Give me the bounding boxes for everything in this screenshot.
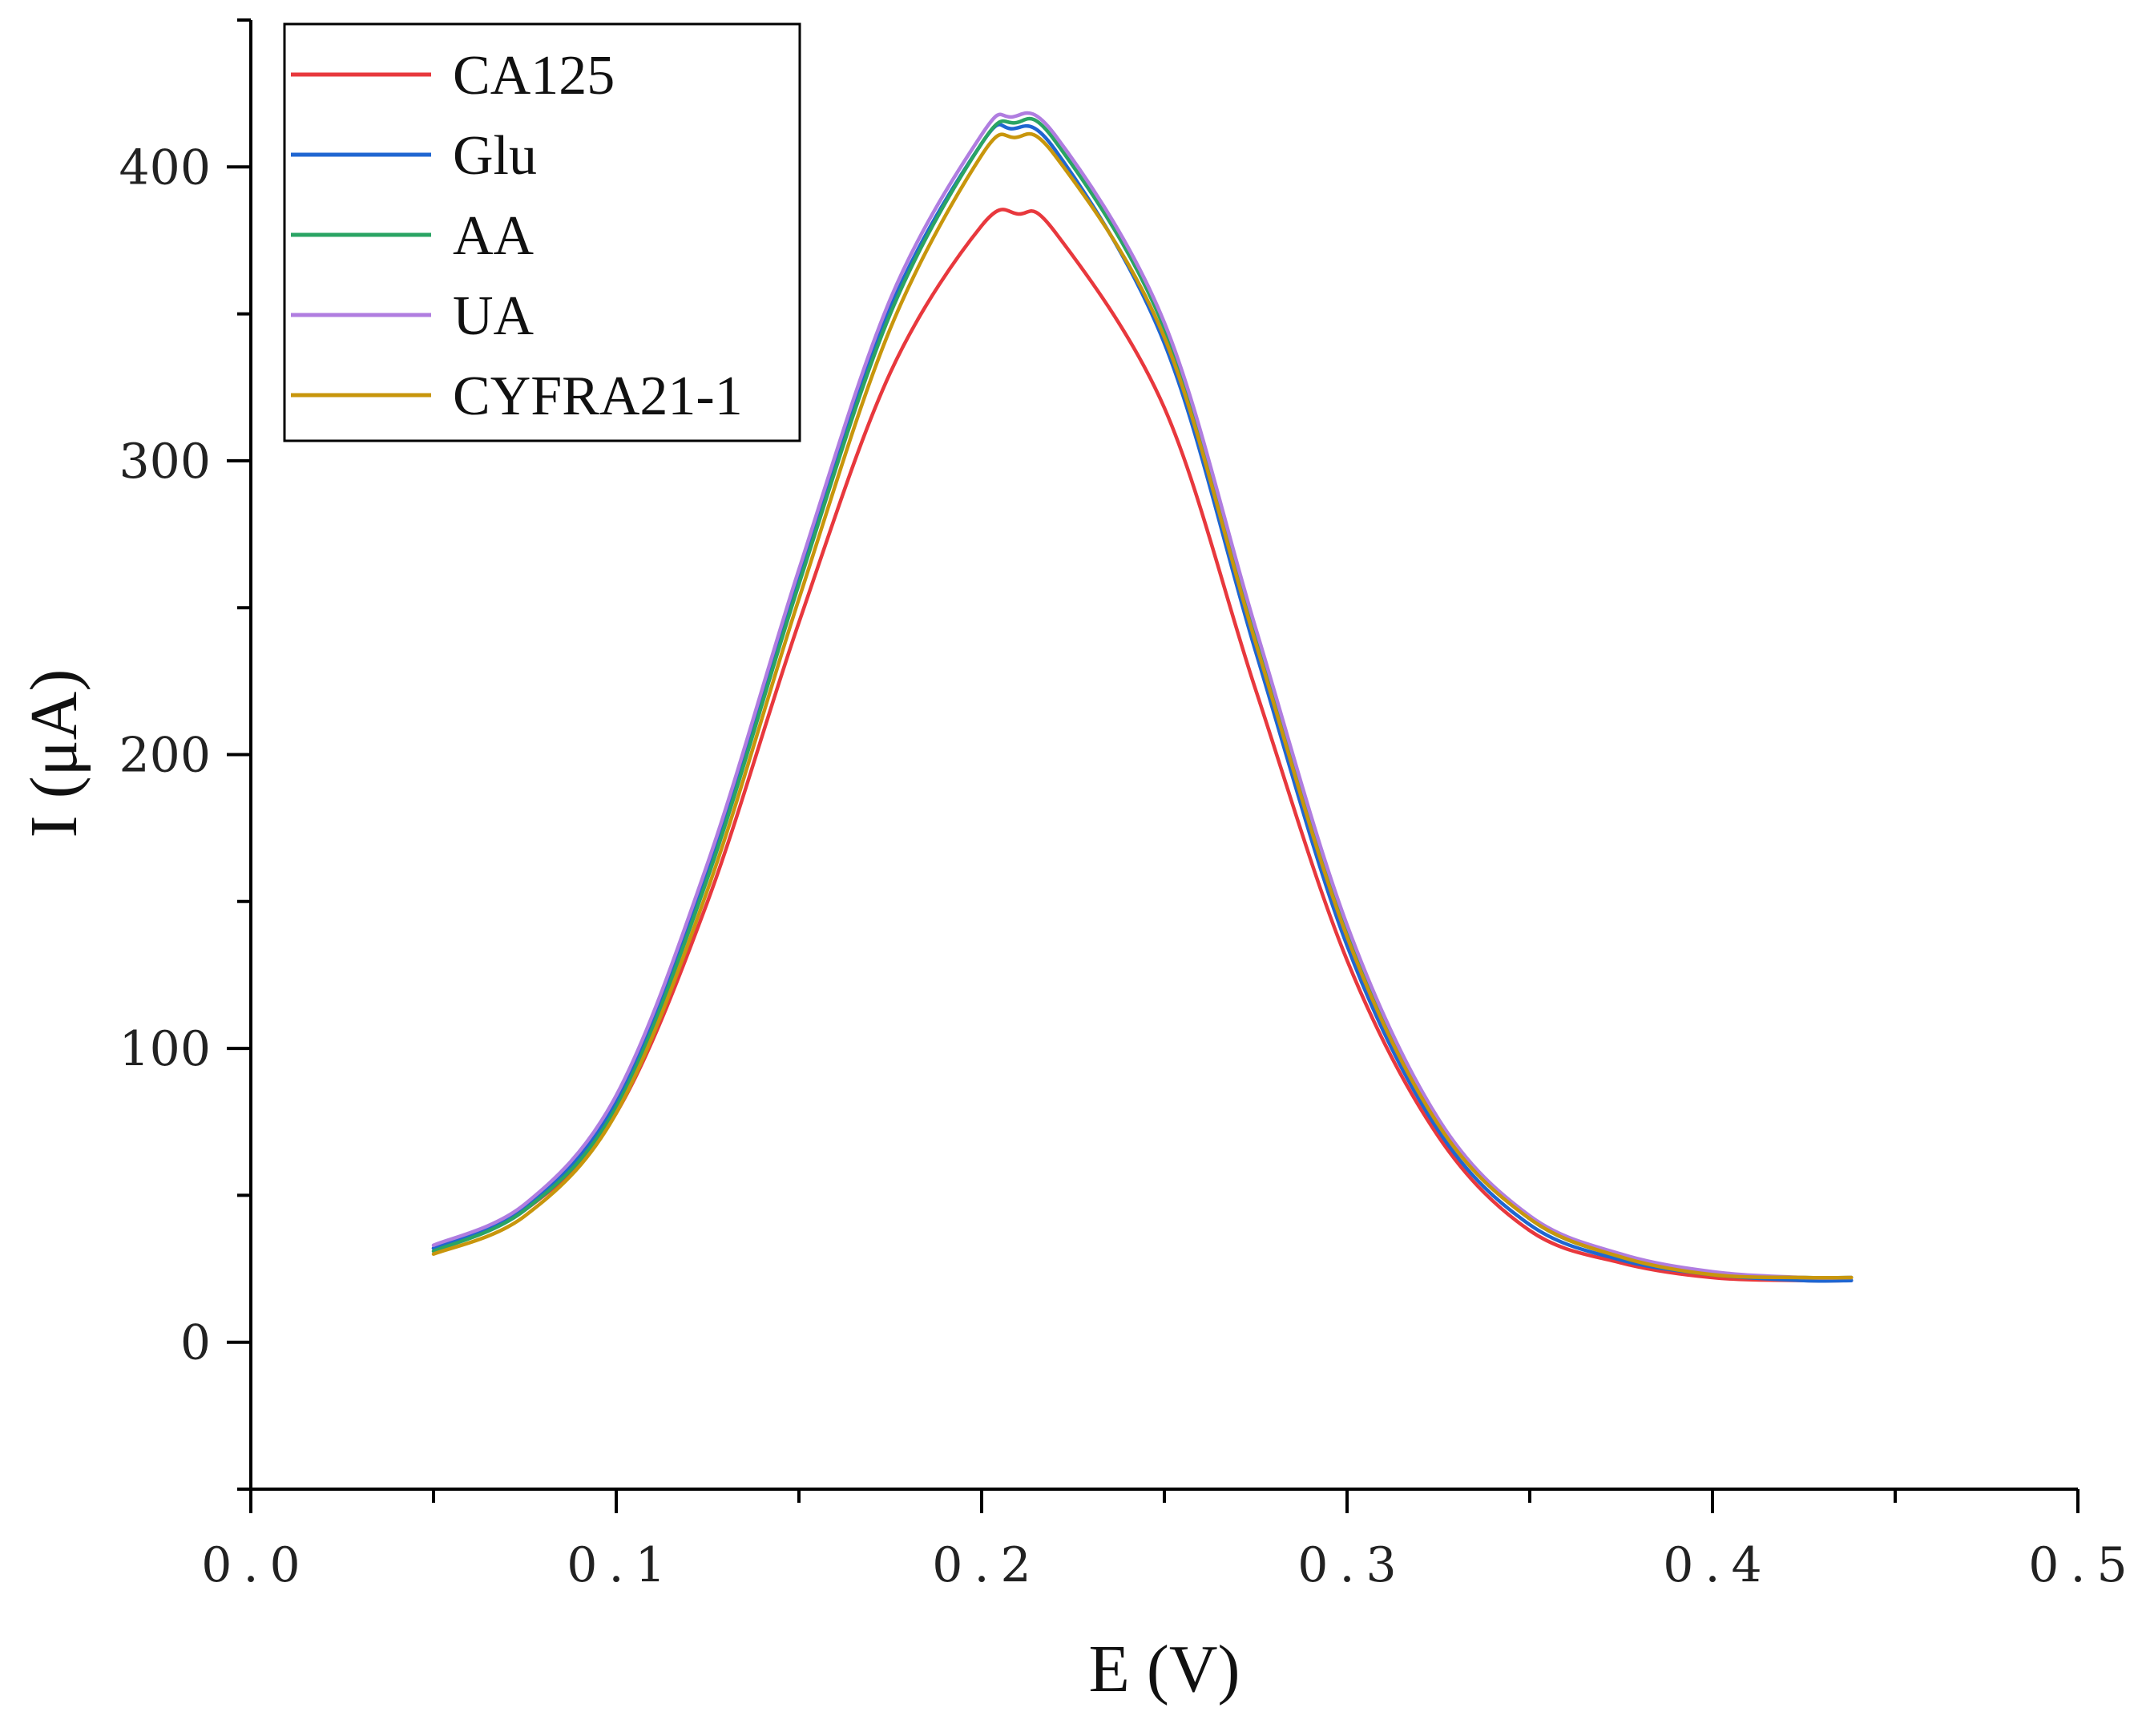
y-tick-label: 100 xyxy=(119,1021,211,1077)
series-line-ua xyxy=(431,111,1854,1280)
legend-label: AA xyxy=(453,205,534,267)
legend-box xyxy=(283,22,801,442)
x-tick-label: 0.2 xyxy=(932,1537,1042,1593)
y-tick-label: 300 xyxy=(119,434,211,490)
legend-label: UA xyxy=(453,285,534,347)
x-tick-label: 0.5 xyxy=(2028,1537,2138,1593)
y-tick-label: 0 xyxy=(180,1315,211,1371)
legend: CA125 Glu AA UA CYFRA21-1 xyxy=(283,22,801,442)
x-axis-title: E (V) xyxy=(1089,1632,1240,1706)
series-layer xyxy=(431,111,1854,1283)
tick-marks xyxy=(227,18,2079,1513)
legend-label: CA125 xyxy=(453,45,615,107)
series-line-cyfra21-1 xyxy=(431,131,1854,1280)
x-tick-label: 0.3 xyxy=(1297,1537,1407,1593)
x-tick-label: 0.0 xyxy=(201,1537,311,1593)
series-line-ca125 xyxy=(431,208,1854,1283)
tick-labels: 0.0 0.1 0.2 0.3 0.4 0.5 0 100 200 300 400 xyxy=(119,139,2138,1593)
y-tick-label: 200 xyxy=(119,728,211,784)
y-tick-label: 400 xyxy=(119,139,211,196)
y-axis-title: I (μA) xyxy=(17,669,91,838)
x-tick-label: 0.1 xyxy=(567,1537,676,1593)
legend-label: CYFRA21-1 xyxy=(453,365,743,427)
legend-label: Glu xyxy=(453,125,537,187)
x-tick-label: 0.4 xyxy=(1663,1537,1773,1593)
